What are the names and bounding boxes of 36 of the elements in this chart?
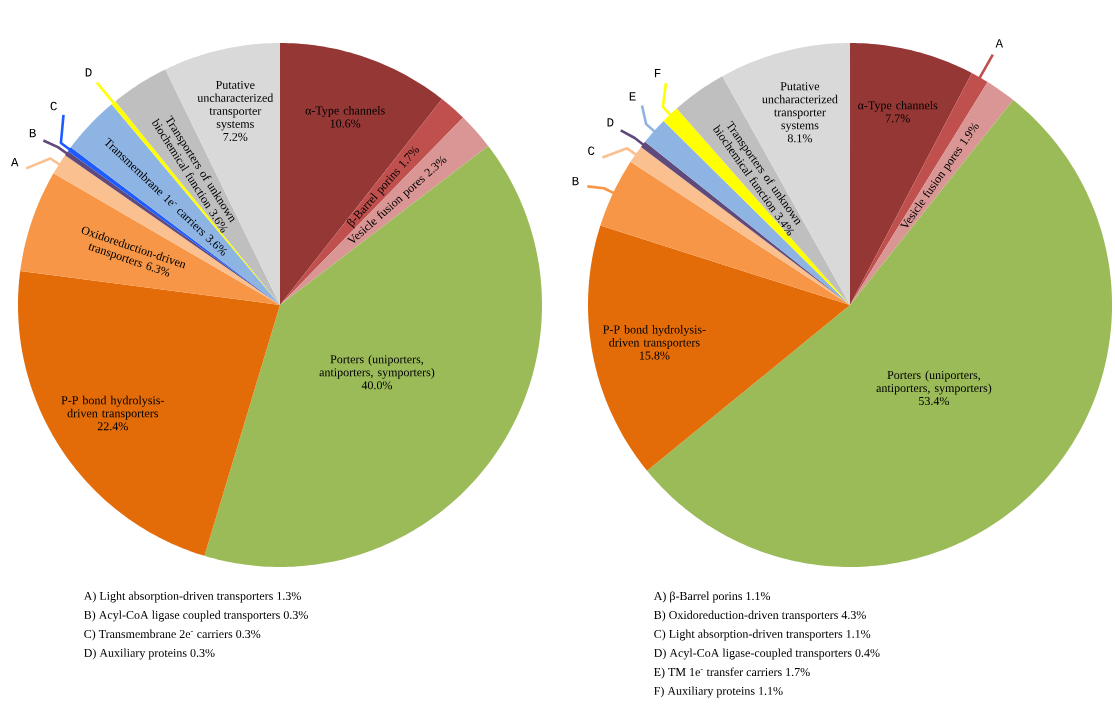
slice-label: P-P bond hydrolysis-driven transporters	[603, 325, 706, 349]
slice-label: P-P bond hydrolysis-driven transporters	[61, 395, 165, 420]
data-label: 7.7%	[886, 114, 910, 123]
slice-label: α-Type channels	[858, 100, 938, 112]
slice-label: B	[572, 176, 579, 186]
text: A) Light absorption-driven transporters 1.3%	[83, 591, 301, 603]
slice-label: Porters (uniporters, antiporters, symporters)	[876, 370, 992, 395]
slice-label: Porters (uniporters, antiporters, symporters)	[319, 354, 435, 379]
slice-label: A	[995, 39, 1004, 48]
text: F) Auxiliary proteins 1.1%	[654, 686, 783, 698]
slice-label: D	[607, 118, 614, 127]
data-label: 7.2%	[223, 132, 248, 142]
data-label: 53.4%	[919, 396, 949, 406]
slice-label: C	[588, 146, 595, 155]
text: C) Transmembrane 2e$^{-}$ carriers 0.3%	[84, 629, 261, 641]
slice-label: α-Type channels	[305, 106, 385, 117]
data-label: 8.1%	[787, 134, 812, 143]
slice-label: Putative uncharacterized transporter systems	[762, 82, 838, 132]
data-label: 10.6%	[330, 119, 361, 128]
data-label: 15.8%	[639, 351, 670, 360]
data-label: 22.4%	[97, 422, 128, 431]
text: D) Auxiliary proteins 0.3%	[84, 648, 215, 660]
text: A) β-Barrel porins 1.1%	[653, 591, 771, 603]
text: D) Acyl-CoA ligase-coupled transporters 0.4%	[654, 648, 880, 660]
text: B) Oxidoreduction-driven transporters 4.3%	[654, 610, 866, 622]
slice-label: F	[654, 69, 661, 78]
text: C) Light absorption-driven transporters 1.1%	[654, 629, 871, 641]
text: B) Acyl-CoA ligase coupled transporters 0.3%	[84, 610, 308, 622]
slice-label: E	[629, 92, 636, 101]
slice-label: C	[50, 101, 57, 111]
data-label: 40.0%	[361, 381, 393, 390]
slice-label: Putative uncharacterized transporter systems	[197, 80, 274, 131]
slice-label: D	[85, 68, 92, 77]
text: E) TM 1e$^{-}$ transfer carriers 1.7%	[654, 667, 810, 679]
slice-label: A	[10, 158, 19, 167]
slice-label: B	[29, 128, 36, 138]
